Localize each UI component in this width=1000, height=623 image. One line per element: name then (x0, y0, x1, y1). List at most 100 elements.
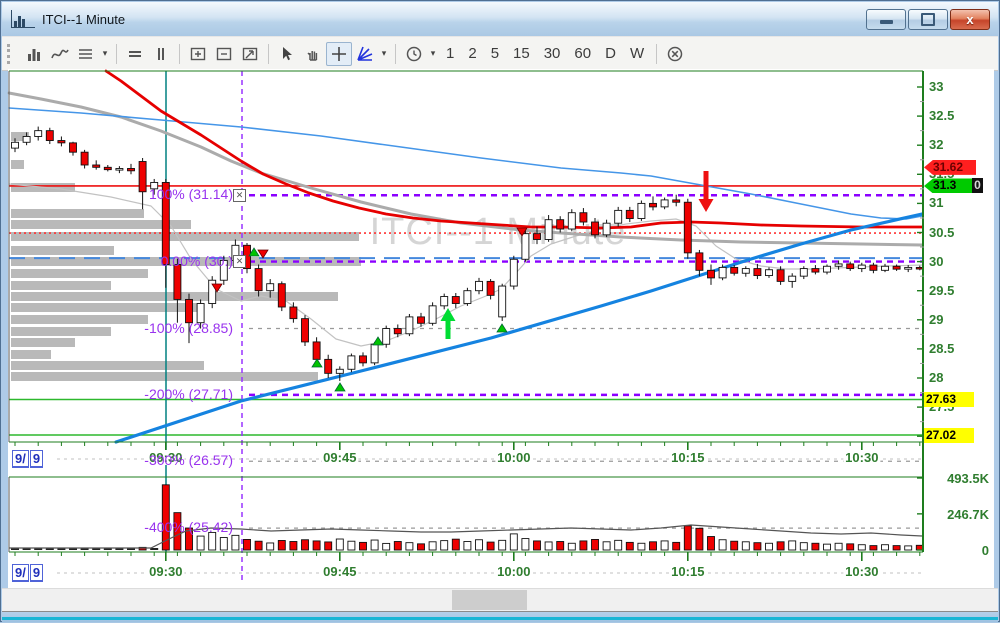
timeframe-30[interactable]: 30 (537, 45, 568, 62)
close-chart-icon[interactable] (662, 42, 688, 66)
candle-body (731, 267, 738, 273)
candle-body (81, 152, 88, 165)
timeframe-day[interactable]: D (598, 45, 623, 62)
volume-profile-bar (11, 350, 51, 359)
candle-body (232, 245, 239, 260)
price-axis-label: 32.5 (929, 108, 954, 123)
candle-body (406, 317, 413, 334)
volume-bar (383, 543, 390, 550)
volume-profile-bar (11, 315, 148, 324)
price-tag-extra: 0 (972, 178, 983, 193)
volume-bar (905, 546, 912, 550)
chart-style-line-icon[interactable] (47, 42, 73, 66)
chart-style-bars-icon[interactable] (21, 42, 47, 66)
horizontal-line-tool-icon[interactable] (122, 42, 148, 66)
volume-bar (858, 545, 865, 550)
volume-profile-bar (11, 209, 144, 218)
volume-bar (499, 540, 506, 550)
date-field[interactable]: 9/9 (12, 450, 43, 468)
fib-anchor-handle[interactable]: ✕ (233, 255, 246, 268)
volume-profile-bar (11, 257, 361, 266)
pointer-tool-icon[interactable] (274, 42, 300, 66)
price-axis-label: 30.5 (929, 225, 954, 240)
close-button[interactable]: x (950, 9, 990, 30)
interval-dropdown[interactable]: ▾ (427, 48, 439, 59)
volume-bar (592, 539, 599, 550)
volume-bar (777, 542, 784, 550)
time-axis-label: 10:00 (495, 450, 532, 465)
toolbar-grip[interactable] (7, 44, 15, 64)
date-field-part[interactable]: 9/ (12, 564, 29, 582)
time-axis-label: 10:30 (843, 564, 880, 579)
buy-signal-triangle-icon (335, 383, 345, 391)
candle-body (12, 142, 19, 148)
fibonacci-tool-icon[interactable] (352, 42, 378, 66)
candle-body (452, 297, 459, 304)
indicator-lines-icon[interactable] (73, 42, 99, 66)
candle-body (418, 317, 425, 323)
buy-signal-triangle-icon (497, 324, 507, 332)
volume-bar (476, 540, 483, 550)
candle-body (893, 266, 900, 269)
scrollbar-thumb[interactable] (452, 590, 527, 610)
horizontal-scrollbar[interactable] (2, 588, 998, 612)
volume-profile-bar (11, 361, 204, 370)
volume-bar (696, 528, 703, 550)
volume-bar (244, 539, 251, 550)
volume-bar (626, 542, 633, 550)
price-tag-green: 31.3 (924, 178, 976, 193)
date-field-part[interactable]: 9/ (12, 450, 29, 468)
candle-body (197, 304, 204, 323)
interval-clock-icon[interactable] (401, 42, 427, 66)
candle-body (220, 260, 227, 280)
candle-body (835, 264, 842, 266)
title-bar[interactable]: ITCI--1 Minute x (2, 2, 998, 36)
minimize-button[interactable] (866, 9, 906, 30)
maximize-button[interactable] (908, 9, 948, 30)
zoom-window-icon[interactable] (237, 42, 263, 66)
date-field[interactable]: 9/9 (12, 564, 43, 582)
candle-body (905, 267, 912, 269)
volume-bar (11, 548, 19, 550)
price-tag-yellow: 27.63 (924, 392, 974, 407)
pan-hand-icon[interactable] (300, 42, 326, 66)
fib-level-label: -300% (26.57) (59, 452, 233, 468)
candle-body (244, 245, 251, 268)
candle-body (882, 266, 889, 270)
candle-body (360, 356, 367, 363)
volume-bar (174, 513, 181, 550)
timeframe-1[interactable]: 1 (439, 45, 461, 62)
candle-body (464, 291, 471, 304)
zoom-in-icon[interactable] (185, 42, 211, 66)
toolbar-separator (179, 44, 180, 64)
timeframe-2[interactable]: 2 (461, 45, 483, 62)
crosshair-tool-icon[interactable] (326, 42, 352, 66)
timeframe-week[interactable]: W (623, 45, 651, 62)
fib-anchor-handle[interactable]: ✕ (233, 189, 246, 202)
volume-bar (418, 544, 425, 550)
price-axis-label: 27.5 (929, 399, 954, 414)
zoom-out-icon[interactable] (211, 42, 237, 66)
chart-style-dropdown[interactable]: ▾ (99, 48, 111, 59)
thin-blue-ma (9, 108, 922, 219)
vertical-line-tool-icon[interactable] (148, 42, 174, 66)
candle-body (23, 136, 30, 142)
volume-bar (661, 541, 668, 550)
fib-level-label: -100% (28.85) (59, 320, 233, 336)
volume-bar (580, 541, 587, 550)
candle-body (661, 200, 668, 207)
timeframe-5[interactable]: 5 (484, 45, 506, 62)
price-axis-label: 33 (929, 79, 943, 94)
candle-body (487, 281, 494, 295)
draw-tools-dropdown[interactable]: ▾ (378, 48, 390, 59)
date-field-part[interactable]: 9 (30, 450, 43, 468)
time-axis-label: 09:30 (147, 450, 184, 465)
timeframe-60[interactable]: 60 (567, 45, 598, 62)
timeframe-15[interactable]: 15 (506, 45, 537, 62)
volume-bar (81, 548, 89, 550)
date-field-part[interactable]: 9 (30, 564, 43, 582)
price-axis-label: 27 (929, 428, 943, 443)
volume-bar (708, 537, 715, 550)
volume-bar (754, 543, 761, 550)
